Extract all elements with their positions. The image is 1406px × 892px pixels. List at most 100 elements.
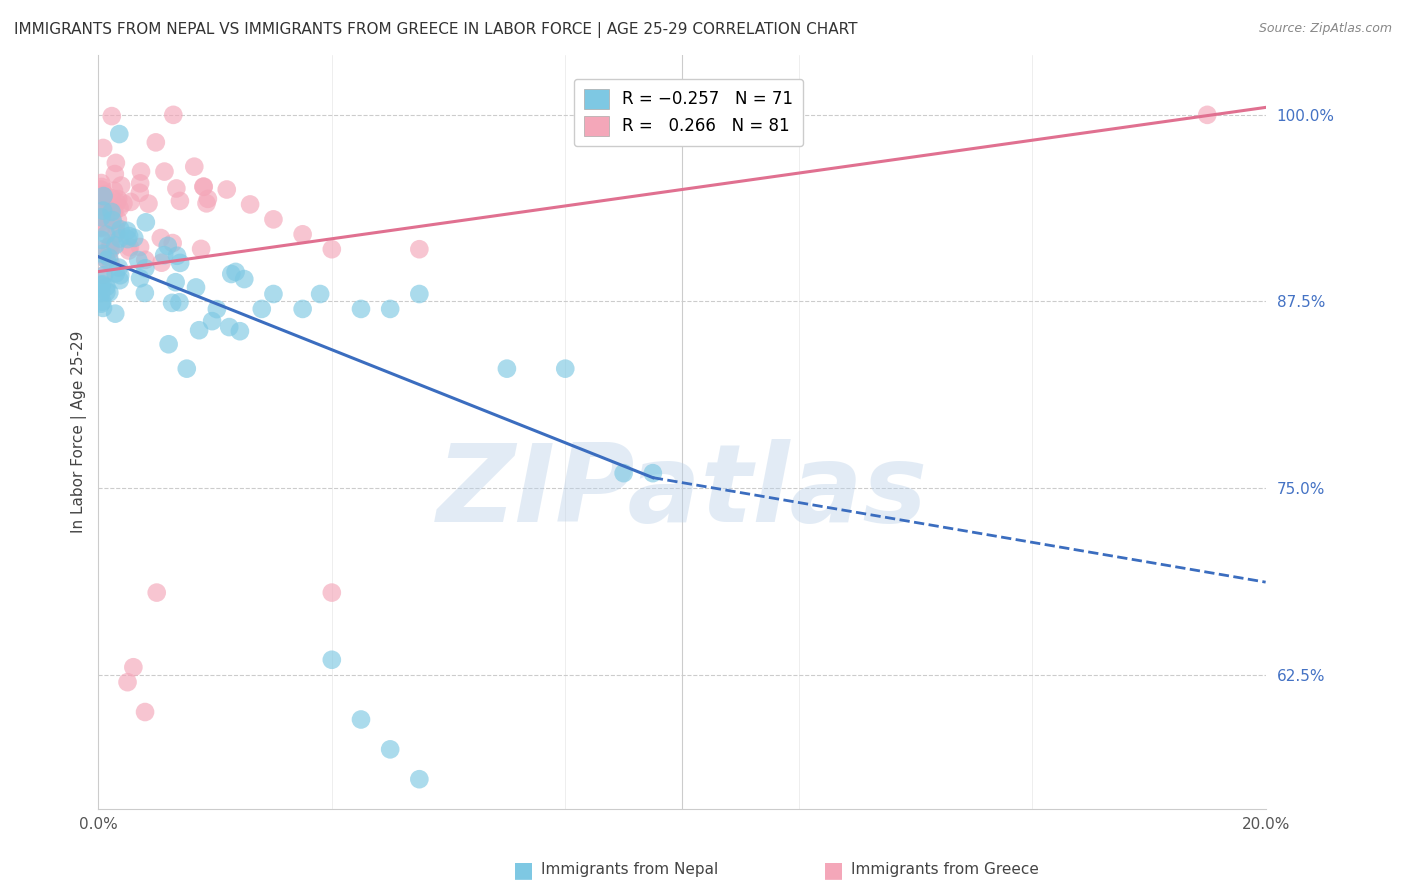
Point xyxy=(169,194,191,208)
Point xyxy=(127,253,149,268)
Point xyxy=(380,301,402,316)
Point xyxy=(105,227,128,241)
Point xyxy=(91,242,114,256)
Point xyxy=(117,232,139,246)
Point xyxy=(408,772,430,787)
Point xyxy=(309,287,332,301)
Point xyxy=(90,215,112,229)
Point xyxy=(641,466,664,480)
Point xyxy=(169,256,191,270)
Point xyxy=(157,337,180,351)
Point xyxy=(98,239,121,253)
Point xyxy=(108,127,131,141)
Point xyxy=(98,285,121,300)
Point xyxy=(613,466,636,480)
Point xyxy=(90,296,112,310)
Point xyxy=(90,188,112,202)
Point xyxy=(104,219,127,234)
Point xyxy=(91,268,114,283)
Point xyxy=(100,242,122,256)
Point xyxy=(110,222,132,236)
Point xyxy=(239,197,262,211)
Point xyxy=(101,109,124,123)
Point xyxy=(197,192,219,206)
Point xyxy=(233,272,256,286)
Point xyxy=(138,196,160,211)
Point xyxy=(94,198,117,212)
Point xyxy=(122,660,145,674)
Point xyxy=(104,167,127,181)
Text: Immigrants from Nepal: Immigrants from Nepal xyxy=(541,863,718,877)
Point xyxy=(321,585,343,599)
Point xyxy=(250,301,273,316)
Point xyxy=(156,239,179,253)
Y-axis label: In Labor Force | Age 25-29: In Labor Force | Age 25-29 xyxy=(72,331,87,533)
Point xyxy=(90,285,112,300)
Point xyxy=(91,194,114,208)
Point xyxy=(100,205,122,219)
Point xyxy=(91,202,114,216)
Legend: R = −0.257   N = 71, R =   0.266   N = 81: R = −0.257 N = 71, R = 0.266 N = 81 xyxy=(574,78,803,146)
Point xyxy=(134,252,156,267)
Point xyxy=(165,275,187,289)
Point xyxy=(93,194,115,208)
Point xyxy=(496,361,519,376)
Text: Source: ZipAtlas.com: Source: ZipAtlas.com xyxy=(1258,22,1392,36)
Point xyxy=(90,211,112,225)
Point xyxy=(215,182,238,196)
Point xyxy=(98,251,121,265)
Point xyxy=(117,675,139,690)
Point xyxy=(118,240,141,254)
Point xyxy=(129,240,152,254)
Point xyxy=(135,215,157,229)
Point xyxy=(91,277,114,292)
Text: ■: ■ xyxy=(513,860,534,880)
Point xyxy=(149,231,172,245)
Point xyxy=(134,705,156,719)
Point xyxy=(91,294,114,309)
Point xyxy=(91,203,114,218)
Point xyxy=(201,314,224,328)
Point xyxy=(91,301,114,315)
Point xyxy=(112,196,135,211)
Point xyxy=(96,280,118,294)
Point xyxy=(118,244,141,258)
Point xyxy=(225,265,247,279)
Point xyxy=(93,187,115,202)
Point xyxy=(90,233,112,247)
Point xyxy=(291,227,314,242)
Point xyxy=(291,301,314,316)
Point xyxy=(100,255,122,269)
Text: ■: ■ xyxy=(823,860,844,880)
Point xyxy=(193,179,215,194)
Point xyxy=(162,108,184,122)
Point xyxy=(96,285,118,299)
Point xyxy=(166,249,188,263)
Point xyxy=(91,246,114,260)
Point xyxy=(221,267,243,281)
Text: IMMIGRANTS FROM NEPAL VS IMMIGRANTS FROM GREECE IN LABOR FORCE | AGE 25-29 CORRE: IMMIGRANTS FROM NEPAL VS IMMIGRANTS FROM… xyxy=(14,22,858,38)
Point xyxy=(129,164,152,178)
Point xyxy=(96,227,118,242)
Point xyxy=(120,194,142,209)
Point xyxy=(90,221,112,235)
Point xyxy=(103,184,125,198)
Point xyxy=(321,242,343,256)
Point xyxy=(190,242,212,256)
Point xyxy=(350,301,373,316)
Point xyxy=(90,220,112,235)
Point xyxy=(107,260,129,275)
Point xyxy=(165,181,187,195)
Point xyxy=(100,236,122,251)
Point xyxy=(91,199,114,213)
Point xyxy=(93,189,115,203)
Point xyxy=(101,191,124,205)
Point xyxy=(145,585,167,599)
Point xyxy=(108,273,131,287)
Point xyxy=(195,196,218,211)
Point xyxy=(188,323,211,337)
Point xyxy=(93,268,115,283)
Point xyxy=(118,229,141,244)
Point xyxy=(1197,108,1219,122)
Point xyxy=(350,713,373,727)
